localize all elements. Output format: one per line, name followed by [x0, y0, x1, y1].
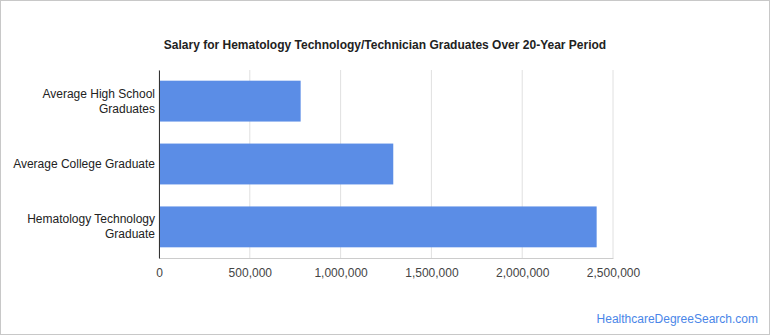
- label-line: Average High School: [42, 87, 155, 101]
- axis-line: [160, 258, 614, 259]
- tick: Average College Graduate: [13, 157, 159, 171]
- label-line: Hematology Technology: [27, 212, 155, 226]
- tick: 0: [156, 258, 163, 280]
- bar: [159, 144, 393, 185]
- tick: 500,000: [229, 258, 273, 280]
- label-line: Graduate: [105, 227, 155, 241]
- x-axis: 0 500,000 1,000,000 1,500,000 2,000,000 2,500…: [156, 258, 640, 280]
- tick: 1,000,000: [314, 258, 368, 280]
- label-line: Graduates: [99, 102, 155, 116]
- tick-label: 2,500,000: [587, 266, 641, 280]
- bar: [159, 206, 597, 247]
- category-label: Average College Graduate: [13, 157, 155, 171]
- grid-line: [159, 70, 160, 258]
- tick: 2,000,000: [496, 258, 550, 280]
- tick-label: 1,500,000: [405, 266, 459, 280]
- tick-label: 500,000: [229, 266, 273, 280]
- tick: 2,500,000: [587, 258, 641, 280]
- bar: [159, 81, 301, 122]
- tick: 1,500,000: [405, 258, 459, 280]
- category-label: Average High SchoolGraduates: [42, 87, 155, 116]
- chart: Salary for Hematology Technology/Technic…: [0, 0, 770, 335]
- frame: [1, 1, 770, 335]
- title: Salary for Hematology Technology/Technic…: [164, 38, 606, 52]
- label-line: Average College Graduate: [13, 157, 155, 171]
- tick-label: 0: [156, 266, 163, 280]
- plot: 0 500,000 1,000,000 1,500,000 2,000,000 2,500…: [13, 70, 640, 280]
- grid: [159, 70, 613, 258]
- bars: [159, 81, 597, 248]
- y-axis: Average High SchoolGraduates Average Coll…: [13, 71, 159, 259]
- source: HealthcareDegreeSearch.com: [597, 312, 758, 326]
- tick-label: 2,000,000: [496, 266, 550, 280]
- grid-line: [613, 70, 614, 258]
- category-label: Hematology TechnologyGraduate: [27, 212, 155, 241]
- tick: Hematology TechnologyGraduate: [27, 212, 159, 241]
- tick-label: 1,000,000: [314, 266, 368, 280]
- tick: Average High SchoolGraduates: [42, 87, 159, 116]
- axis-line: [159, 71, 160, 259]
